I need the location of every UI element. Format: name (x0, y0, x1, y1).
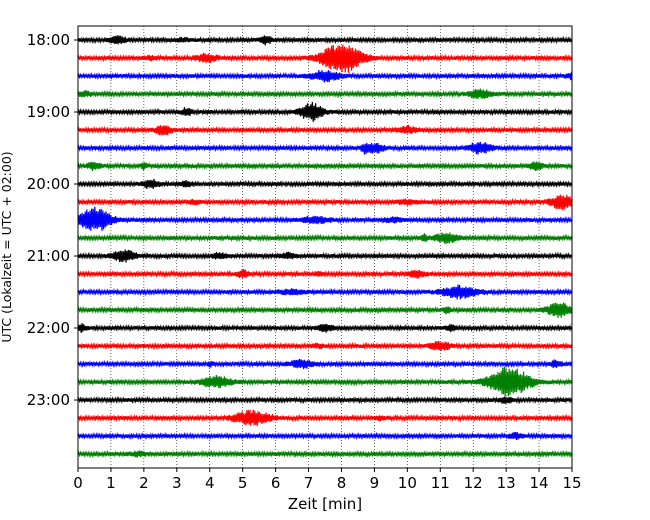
y-tick-label: 19:00 (27, 103, 70, 121)
seismic-trace (77, 323, 573, 334)
seismic-trace (77, 206, 573, 231)
seismic-trace (77, 340, 573, 351)
seismic-trace (77, 101, 573, 122)
seismic-trace (77, 124, 573, 136)
x-tick-label: 15 (562, 474, 581, 492)
seismic-trace (77, 161, 573, 172)
x-tick-label: 7 (304, 474, 314, 492)
x-tick-label: 10 (398, 474, 417, 492)
seismic-trace (77, 178, 573, 190)
seismic-trace (77, 358, 573, 370)
x-tick-label: 13 (497, 474, 516, 492)
seismic-trace (77, 302, 573, 318)
seismic-traces (77, 35, 573, 459)
seismic-trace (77, 284, 573, 300)
x-tick-label: 4 (205, 474, 215, 492)
y-axis-label: UTC (Lokalzeit = UTC + 02:00) (0, 151, 14, 342)
seismic-trace (77, 269, 573, 279)
y-axis-ticks: 18:00 19:00 20:00 21:00 22:00 23:00 (27, 31, 78, 409)
y-tick-label: 18:00 (27, 31, 70, 49)
seismic-trace (77, 249, 573, 263)
x-tick-label: 6 (271, 474, 281, 492)
y-tick-label: 23:00 (27, 391, 70, 409)
x-tick-label: 8 (337, 474, 347, 492)
seismic-trace (77, 449, 573, 459)
x-axis-label: Zeit [min] (288, 495, 362, 513)
x-tick-label: 0 (73, 474, 83, 492)
seismic-trace (77, 35, 573, 46)
seismic-trace (77, 69, 573, 83)
seismic-trace (77, 88, 573, 100)
x-tick-label: 9 (370, 474, 380, 492)
y-tick-label: 22:00 (27, 319, 70, 337)
x-tick-label: 1 (106, 474, 116, 492)
seismic-trace (77, 366, 573, 397)
x-tick-label: 12 (464, 474, 483, 492)
seismic-trace (77, 194, 573, 211)
x-tick-label: 14 (530, 474, 549, 492)
seismic-trace (77, 142, 573, 155)
seismic-trace (77, 395, 573, 405)
x-tick-label: 11 (431, 474, 450, 492)
plot-frame (77, 25, 573, 469)
x-tick-label: 3 (172, 474, 182, 492)
x-axis-ticks: 0 1 2 3 4 5 6 7 8 9 10 11 12 13 14 15 (73, 468, 582, 492)
x-tick-label: 5 (238, 474, 248, 492)
seismic-trace (77, 44, 573, 73)
seismic-trace (77, 409, 573, 427)
y-tick-label: 21:00 (27, 247, 70, 265)
y-tick-label: 20:00 (27, 175, 70, 193)
seismic-trace (77, 431, 573, 441)
x-tick-label: 2 (139, 474, 149, 492)
seismic-trace (77, 232, 573, 244)
